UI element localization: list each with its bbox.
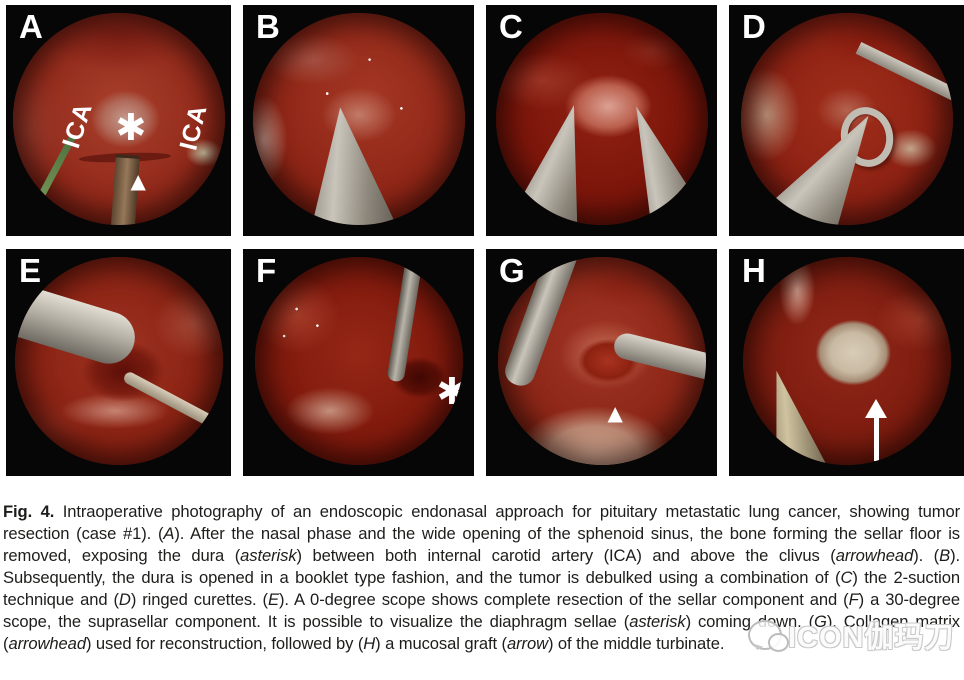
caption-segment: ) used for reconstruction, followed by (: [85, 633, 364, 653]
panel-letter-G: G: [499, 252, 525, 289]
caption-segment: ) ringed curettes. (: [130, 589, 268, 609]
rubber-band-instrument: [24, 134, 76, 223]
ica-label-left: ICA: [56, 99, 98, 152]
watermark-text: ICON伽玛刀: [788, 622, 955, 654]
caption-segment: asterisk: [240, 545, 297, 565]
panel-letter-D: D: [742, 8, 766, 45]
caption-segment: Intraoperative photography of an endosco…: [3, 501, 960, 543]
clivus-arrowhead-icon: ▲: [130, 169, 146, 193]
panel-G: ▲ G: [486, 249, 717, 476]
instrument-shaft: [121, 370, 223, 437]
caption-segment: arrowhead: [8, 633, 86, 653]
ica-label-right: ICA: [173, 101, 213, 154]
chat-bubble-small-icon: [768, 633, 789, 652]
panel-F: ✱ F: [243, 249, 474, 476]
panel-letter-F: F: [256, 252, 277, 289]
caption-segment: ) of the middle turbinate.: [547, 633, 725, 653]
instrument-right: [610, 330, 706, 382]
dissector-instrument: [435, 117, 465, 221]
curette-shaft: [855, 41, 953, 102]
panel-H: H: [729, 249, 964, 476]
caption-segment: ) a mucosal graft (: [375, 633, 507, 653]
caption-segment: arrowhead: [835, 545, 914, 565]
endoscopic-view-D: [740, 13, 953, 225]
endoscopic-view-G: ▲: [497, 257, 706, 465]
panel-E: E: [6, 249, 231, 476]
figure-label: Fig. 4.: [3, 501, 55, 521]
endoscopic-view-B: [252, 13, 465, 225]
suction-instrument: [294, 103, 399, 225]
panel-letter-A: A: [19, 8, 43, 45]
panel-letter-B: B: [256, 8, 280, 45]
collagen-arrowhead-icon: ▲: [607, 401, 623, 425]
panel-A: ICA ✱ ICA ▲ A: [6, 5, 231, 236]
chat-bubble-icon: [748, 620, 789, 652]
caption-segment: ). After the nasal phase and the wide op…: [3, 523, 960, 565]
caption-segment: ). Collagen matrix (: [3, 611, 960, 653]
caption-segment: arrow: [506, 633, 548, 653]
caption-segment: E: [267, 589, 279, 609]
caption-segment: A: [163, 523, 175, 543]
panel-letter-E: E: [19, 252, 42, 289]
endoscope-sheath: [14, 275, 141, 371]
caption-segment: ). Subsequently, the dura is opened in a…: [3, 545, 961, 587]
caption-segment: B: [939, 545, 951, 565]
instrument-tip: [747, 364, 834, 465]
panel-letter-H: H: [742, 252, 766, 289]
graft-arrow-shaft: [873, 417, 879, 461]
caption-segment: ) between both internal carotid artery (…: [296, 545, 836, 565]
caption-segment: asterisk: [629, 611, 686, 631]
panel-C: C: [486, 5, 717, 236]
caption-segment: ). (: [913, 545, 940, 565]
panel-D: D: [729, 5, 964, 236]
dura-asterisk: ✱: [115, 106, 147, 149]
endoscopic-view-C: [495, 13, 708, 225]
panel-letter-C: C: [499, 8, 523, 45]
panel-B: B: [243, 5, 474, 236]
watermark: ICON伽玛刀: [748, 614, 955, 656]
endoscopic-view-A: ICA ✱ ICA ▲: [12, 13, 225, 225]
caption-segment: ) a 30-degree scope, the suprasellar com…: [3, 589, 960, 631]
endoscopic-view-E: [14, 257, 223, 465]
graft-arrow-icon: [864, 399, 887, 418]
caption-segment: D: [118, 589, 131, 609]
suction-instrument-left: [502, 96, 612, 225]
suction-instrument-right: [605, 95, 708, 225]
suction-instrument: [386, 257, 424, 383]
caption-segment: ) coming down. (: [685, 611, 815, 631]
figure-caption: Fig. 4. Intraoperative photography of an…: [3, 501, 960, 655]
caption-segment: ) the 2-suction technique and (: [3, 567, 960, 609]
caption-segment: ). A 0-degree scope shows complete resec…: [278, 589, 849, 609]
endoscopic-view-F: ✱: [254, 257, 463, 465]
diaphragm-asterisk: ✱: [436, 370, 463, 413]
caption-segment: G: [814, 611, 827, 631]
endoscopic-view-H: [742, 257, 951, 465]
caption-segment: F: [848, 589, 859, 609]
caption-segment: C: [840, 567, 853, 587]
caption-segment: H: [363, 633, 376, 653]
